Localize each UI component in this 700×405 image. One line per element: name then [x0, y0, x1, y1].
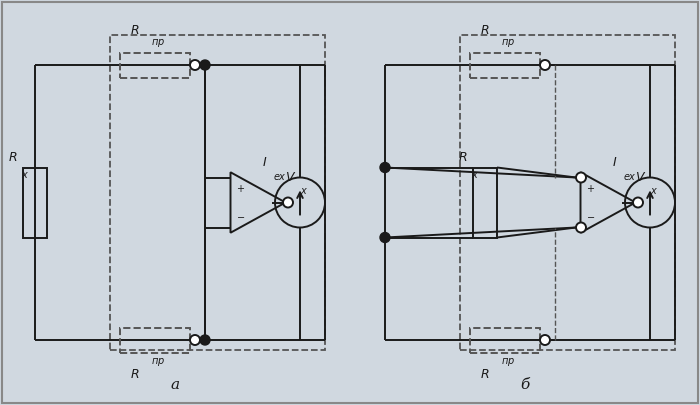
Text: $-$: $-$: [586, 211, 595, 221]
Text: $R$: $R$: [458, 151, 468, 164]
Text: б: б: [520, 378, 530, 392]
Bar: [460, 35, 675, 350]
Circle shape: [576, 222, 586, 232]
Text: $R$: $R$: [8, 151, 18, 164]
Text: $x$: $x$: [300, 185, 308, 196]
Text: $R$: $R$: [480, 23, 490, 36]
Text: $I$: $I$: [612, 156, 617, 169]
Circle shape: [190, 60, 200, 70]
Bar: [473, 168, 497, 237]
Text: $пр$: $пр$: [151, 37, 165, 49]
Text: $пр$: $пр$: [501, 37, 515, 49]
Circle shape: [540, 335, 550, 345]
Circle shape: [576, 173, 586, 183]
Text: $V$: $V$: [636, 171, 647, 184]
Bar: [470, 328, 540, 352]
Text: $-$: $-$: [236, 211, 245, 221]
Text: a: a: [170, 378, 180, 392]
Text: $V$: $V$: [286, 171, 297, 184]
Bar: [470, 53, 540, 77]
Text: $пр$: $пр$: [501, 356, 515, 368]
Text: $I$: $I$: [262, 156, 267, 169]
Circle shape: [380, 162, 390, 173]
Text: $R$: $R$: [130, 23, 140, 36]
Circle shape: [200, 335, 210, 345]
Bar: [120, 328, 190, 352]
Text: $ex$: $ex$: [623, 171, 637, 181]
Circle shape: [540, 60, 550, 70]
Bar: [120, 53, 190, 77]
Circle shape: [200, 60, 210, 70]
Text: $x$: $x$: [471, 170, 479, 179]
Bar: [110, 35, 325, 350]
Text: $x$: $x$: [21, 170, 29, 179]
Text: +: +: [587, 184, 594, 194]
Circle shape: [380, 232, 390, 243]
Text: +: +: [237, 184, 244, 194]
Text: $x$: $x$: [650, 185, 658, 196]
Circle shape: [190, 335, 200, 345]
Text: $пр$: $пр$: [151, 356, 165, 368]
Text: $R$: $R$: [480, 369, 490, 382]
Text: $R$: $R$: [130, 369, 140, 382]
Circle shape: [283, 198, 293, 207]
Bar: [23, 168, 47, 237]
Text: $ex$: $ex$: [273, 171, 287, 181]
Circle shape: [633, 198, 643, 207]
